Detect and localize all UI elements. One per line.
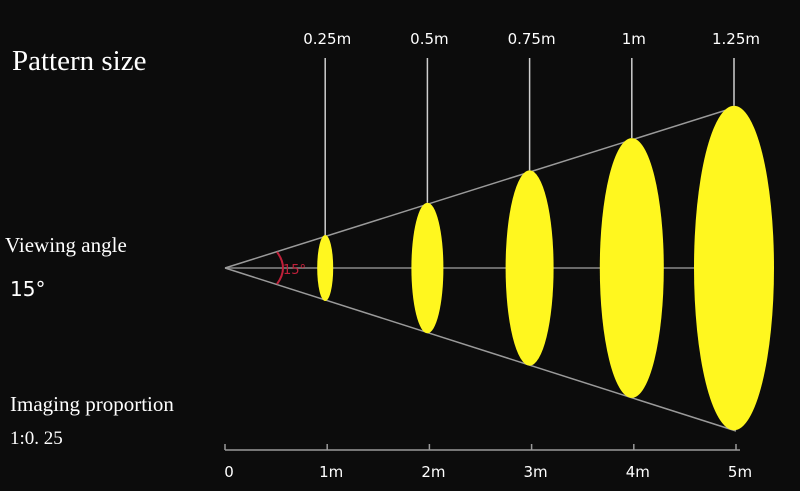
cone-edge: [224, 267, 737, 432]
pattern-size-label: 1m: [622, 30, 646, 48]
distance-label: 5m: [728, 463, 752, 481]
distance-label: 4m: [626, 463, 650, 481]
angle-arc-label: 15°: [283, 263, 306, 278]
distance-label: 3m: [524, 463, 548, 481]
pattern-size-label: 0.25m: [303, 30, 351, 48]
light-pattern: [505, 170, 554, 366]
light-pattern: [694, 105, 774, 431]
distance-label: 1m: [319, 463, 343, 481]
angle-arc: [276, 251, 284, 285]
title: Pattern size: [12, 45, 146, 77]
pattern-size-label: 0.75m: [508, 30, 556, 48]
pattern-size-label: 1.25m: [712, 30, 760, 48]
light-pattern: [599, 138, 664, 398]
imaging-proportion-value: 1:0. 25: [10, 428, 63, 449]
light-pattern: [317, 235, 334, 301]
viewing-angle-label: Viewing angle: [5, 233, 127, 257]
light-pattern: [411, 202, 444, 334]
imaging-proportion-label: Imaging proportion: [10, 392, 174, 416]
cone-edge: [224, 106, 737, 269]
distance-label: 2m: [421, 463, 445, 481]
distance-label: 0: [224, 463, 234, 481]
viewing-angle-value: 15°: [10, 277, 45, 301]
pattern-size-label: 0.5m: [410, 30, 448, 48]
